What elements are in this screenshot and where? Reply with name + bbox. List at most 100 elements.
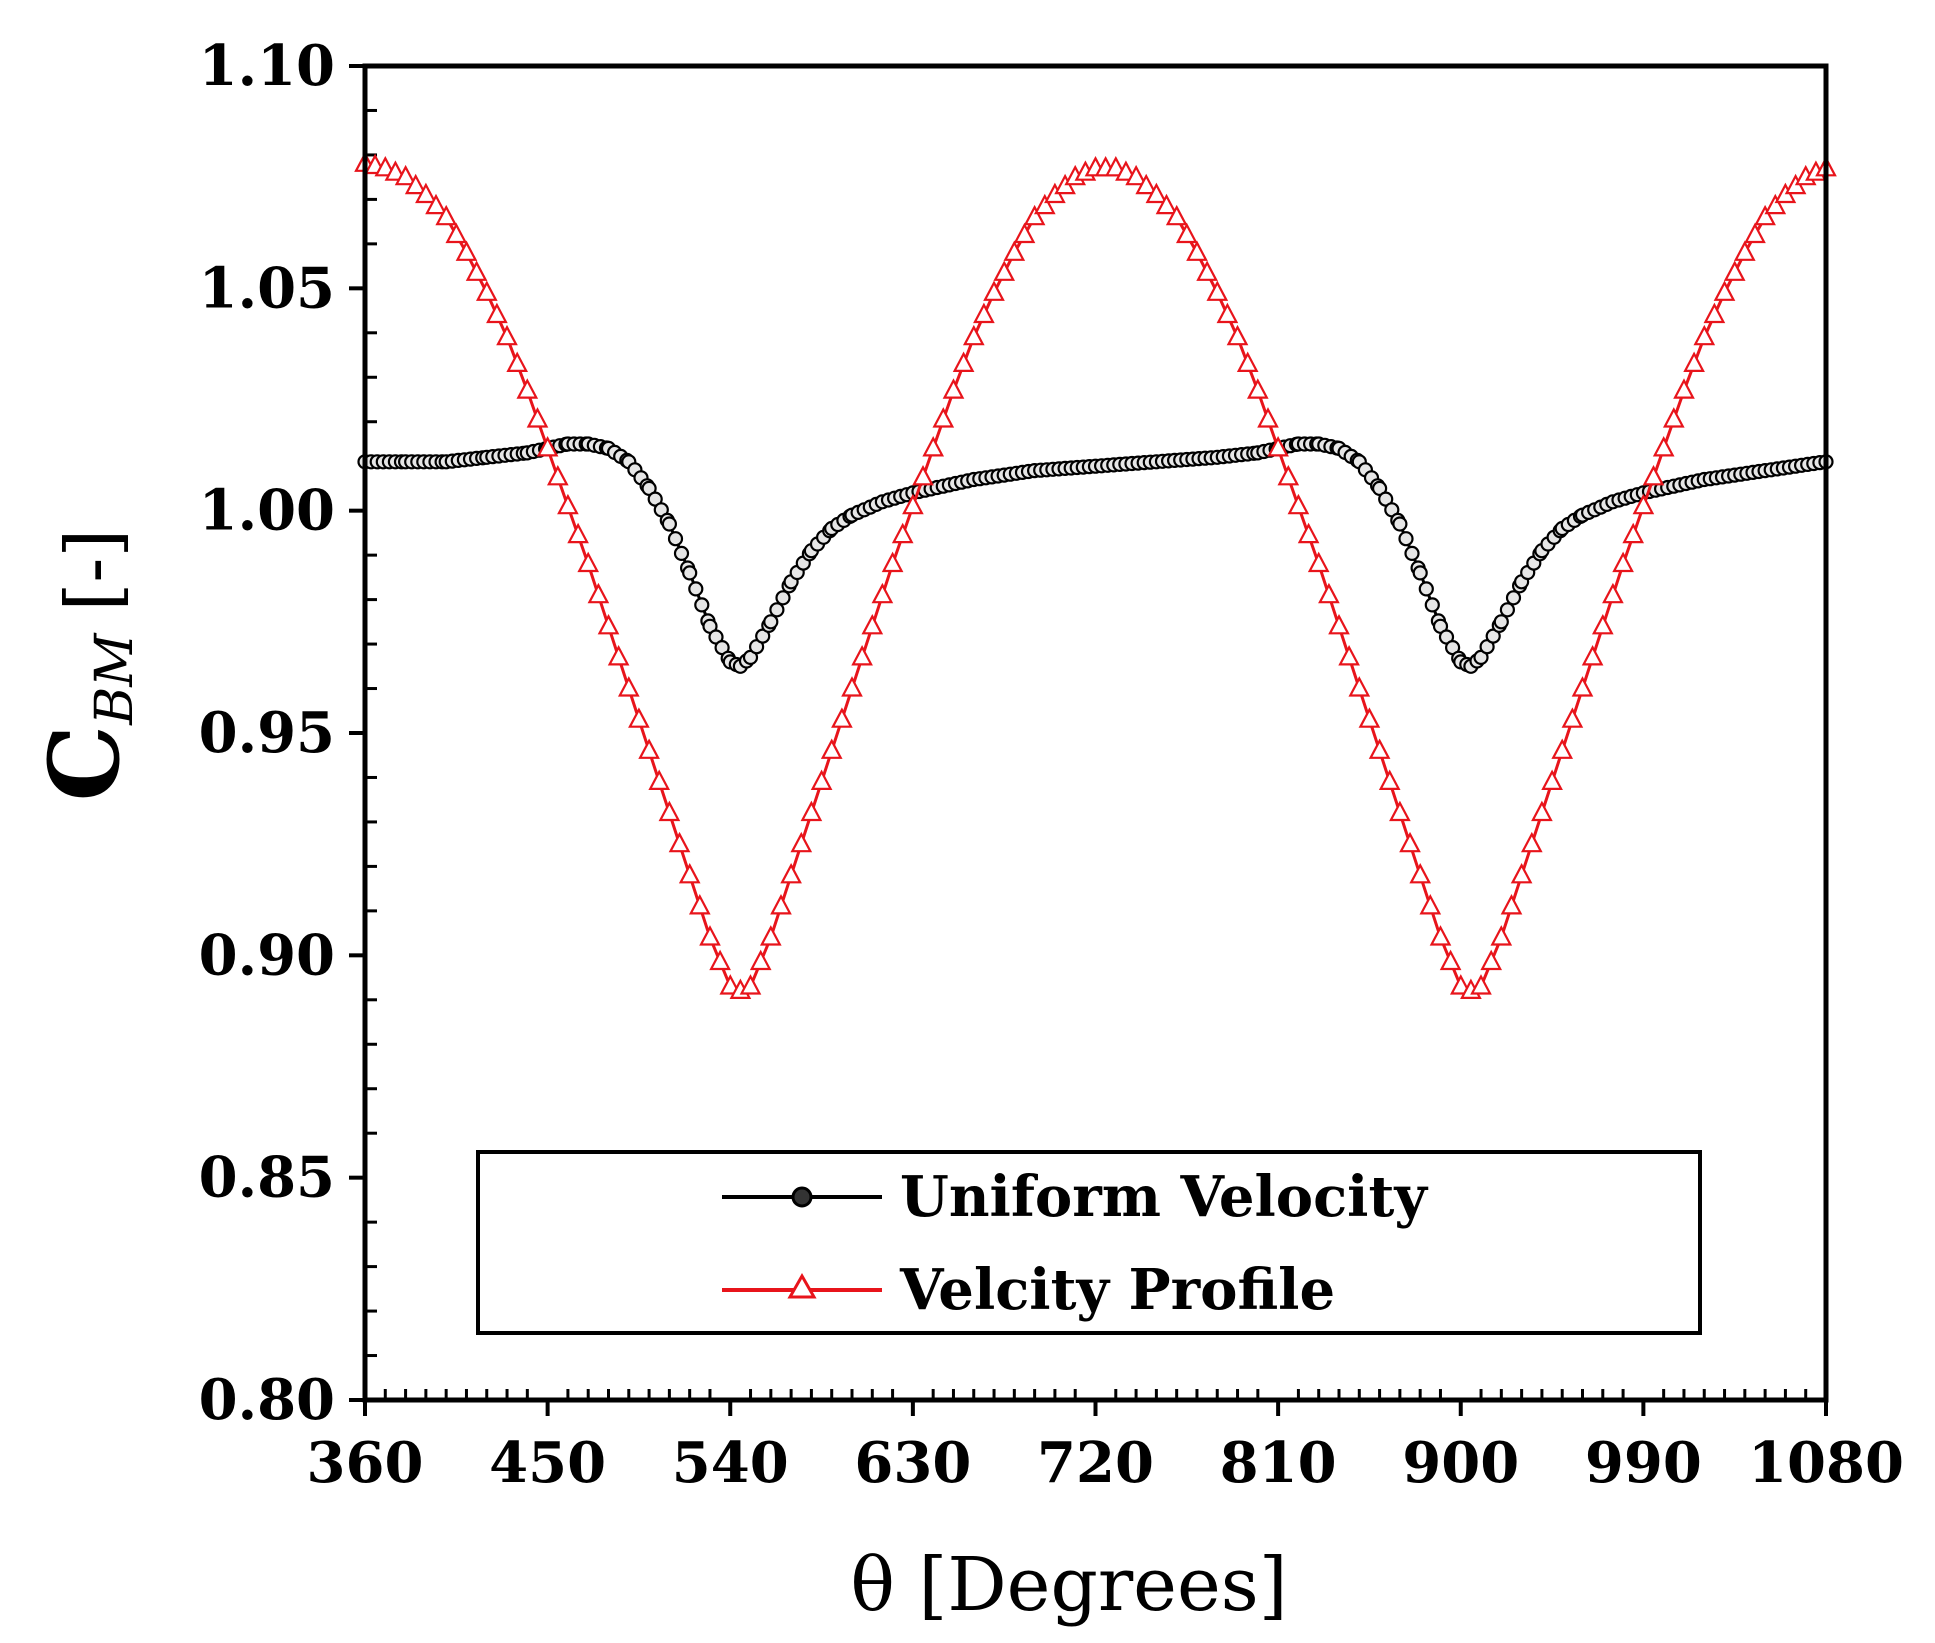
data-point bbox=[1206, 280, 1229, 301]
data-point bbox=[1125, 164, 1147, 186]
data-point bbox=[1033, 193, 1056, 215]
x-tick-label: 630 bbox=[854, 1430, 971, 1496]
data-point bbox=[526, 407, 549, 428]
data-point bbox=[780, 862, 802, 884]
legend-uniform-label: Uniform Velocity bbox=[900, 1164, 1428, 1230]
data-point bbox=[739, 974, 762, 995]
data-point bbox=[567, 522, 589, 544]
data-point bbox=[667, 531, 684, 547]
y-tick-label: 1.05 bbox=[199, 255, 335, 321]
data-point bbox=[1591, 613, 1614, 635]
data-point bbox=[831, 707, 853, 728]
data-point bbox=[1754, 204, 1776, 226]
series-layer bbox=[354, 151, 1837, 999]
data-point bbox=[962, 324, 985, 346]
data-point bbox=[1392, 516, 1408, 532]
x-tick-labels: 360 450 540 630 720 810 900 990 1080 bbox=[307, 1430, 1904, 1496]
data-point bbox=[1267, 436, 1289, 457]
data-point bbox=[694, 597, 710, 613]
data-point bbox=[770, 894, 792, 915]
legend-uniform-marker bbox=[791, 1186, 813, 1208]
plot-area-frame bbox=[362, 63, 1829, 1403]
data-point bbox=[1561, 707, 1584, 728]
data-point bbox=[1307, 551, 1330, 573]
x-tick-label: 810 bbox=[1220, 1430, 1337, 1496]
data-point bbox=[749, 949, 772, 971]
data-point bbox=[810, 769, 833, 790]
data-point bbox=[1429, 925, 1452, 946]
data-point bbox=[1673, 378, 1695, 399]
data-point bbox=[942, 378, 965, 399]
data-point bbox=[1368, 738, 1391, 759]
data-point bbox=[1744, 222, 1766, 244]
data-point bbox=[648, 769, 671, 790]
data-point bbox=[1328, 613, 1350, 635]
data-point bbox=[1399, 831, 1421, 853]
data-point bbox=[1642, 464, 1665, 486]
data-point bbox=[682, 565, 698, 581]
data-point bbox=[516, 378, 539, 399]
data-point bbox=[861, 613, 884, 635]
data-point bbox=[506, 351, 529, 372]
data-point bbox=[952, 351, 975, 372]
data-point bbox=[445, 222, 468, 244]
data-point bbox=[688, 894, 711, 915]
data-point bbox=[435, 204, 458, 226]
data-point bbox=[1226, 324, 1249, 346]
data-point bbox=[1490, 925, 1513, 946]
data-point bbox=[1023, 204, 1046, 226]
data-point bbox=[577, 551, 600, 573]
data-point bbox=[1155, 193, 1178, 215]
data-point bbox=[1236, 351, 1259, 372]
data-point bbox=[1551, 738, 1574, 759]
data-point bbox=[496, 324, 518, 346]
series-uniform-velocity bbox=[357, 436, 1834, 674]
data-point bbox=[1693, 324, 1716, 346]
data-point bbox=[790, 831, 813, 853]
y-tick-label: 0.90 bbox=[199, 922, 335, 988]
data-point bbox=[1571, 676, 1594, 697]
y-tick-label: 1.10 bbox=[199, 33, 335, 99]
data-point bbox=[1378, 769, 1401, 790]
data-point bbox=[1145, 182, 1168, 204]
data-point bbox=[1622, 522, 1645, 544]
data-point bbox=[1581, 645, 1604, 666]
data-point bbox=[661, 516, 678, 532]
data-point bbox=[1602, 582, 1624, 604]
data-point bbox=[1764, 193, 1787, 215]
data-point bbox=[1424, 597, 1440, 613]
data-point bbox=[658, 800, 681, 822]
y-tick-label: 1.00 bbox=[199, 478, 335, 544]
data-point bbox=[1175, 222, 1198, 244]
data-point bbox=[1287, 493, 1310, 515]
data-point bbox=[769, 602, 785, 618]
data-point bbox=[1165, 204, 1188, 226]
data-point bbox=[1398, 531, 1414, 547]
data-point bbox=[912, 464, 934, 486]
data-point bbox=[922, 436, 945, 457]
data-point bbox=[617, 676, 640, 697]
y-tick-label: 0.95 bbox=[199, 700, 335, 766]
data-point bbox=[404, 173, 427, 195]
data-point bbox=[1358, 707, 1381, 728]
data-point bbox=[425, 193, 447, 215]
x-tick-label: 900 bbox=[1402, 1430, 1519, 1496]
data-point bbox=[709, 949, 731, 971]
y-tick-label: 0.80 bbox=[199, 1367, 335, 1433]
data-point bbox=[1439, 949, 1462, 971]
legend-profile-marker bbox=[787, 1272, 817, 1299]
data-point bbox=[800, 800, 823, 822]
data-point bbox=[415, 182, 437, 204]
data-point bbox=[536, 436, 559, 457]
data-point bbox=[587, 582, 610, 604]
data-point bbox=[1115, 160, 1137, 181]
data-point bbox=[871, 582, 894, 604]
data-point bbox=[1520, 831, 1543, 853]
x-tick-label: 1080 bbox=[1748, 1430, 1904, 1496]
data-point bbox=[775, 590, 791, 606]
data-point bbox=[678, 862, 701, 884]
data-point bbox=[1389, 800, 1411, 822]
data-point bbox=[1277, 464, 1300, 486]
y-axis-title-subscript: BM bbox=[85, 632, 145, 726]
data-point bbox=[1297, 522, 1320, 544]
